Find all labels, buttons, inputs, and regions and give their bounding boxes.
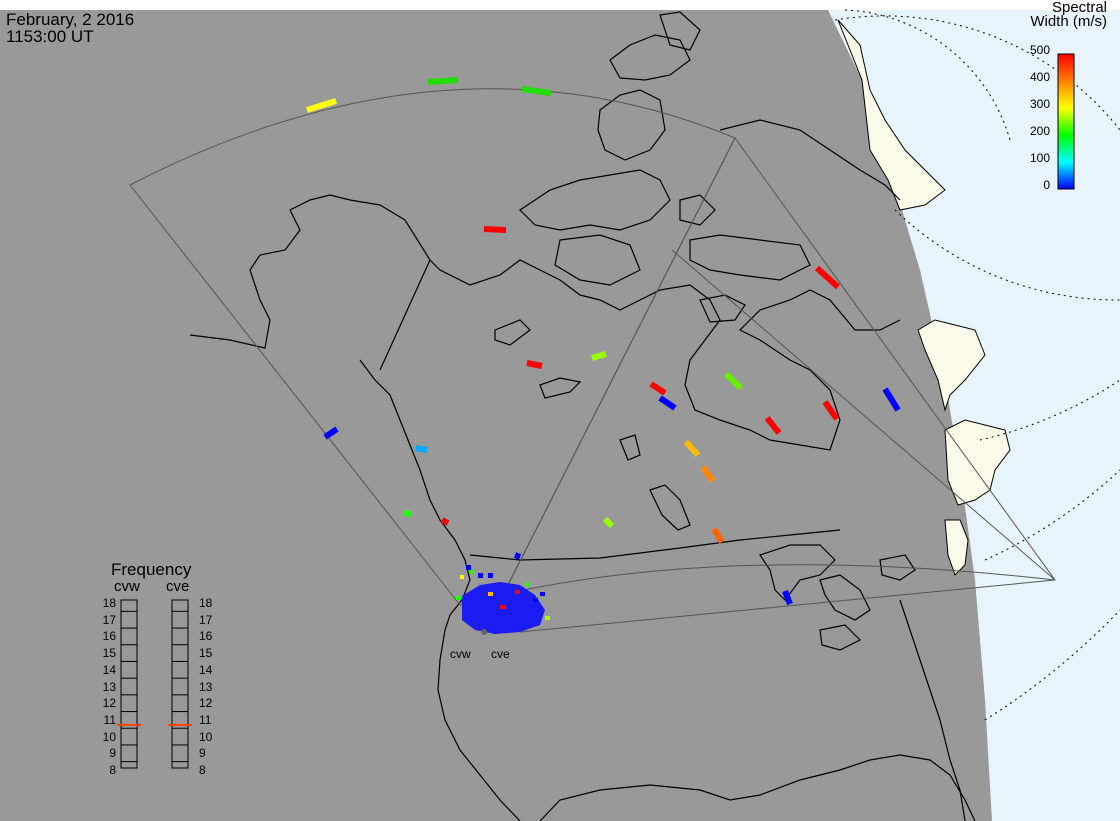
frequency-tick-right: 10 [199, 729, 213, 744]
frequency-tick-right: 16 [199, 629, 213, 644]
frequency-radar-code-cve: cve [166, 578, 190, 595]
colorbar-tick: 300 [1029, 97, 1050, 111]
daylight-land-maritimes [944, 519, 969, 576]
frequency-scales [120, 599, 189, 769]
frequency-tick-left: 16 [102, 629, 116, 644]
frequency-tick-left: 11 [103, 712, 116, 727]
night-region [0, 10, 992, 821]
frequency-tick-right: 13 [199, 679, 213, 694]
frequency-tick-left: 14 [102, 662, 116, 677]
frequency-tick-right: 17 [199, 612, 213, 627]
colorbar-gradient [1057, 53, 1075, 190]
frequency-tick-left: 17 [102, 612, 116, 627]
daylight-land-newfoundland [944, 419, 1011, 506]
frequency-tick-right: 18 [199, 596, 213, 610]
colorbar-title-line2: Width (m/s) [1030, 13, 1107, 30]
frequency-tick-right: 11 [199, 712, 212, 727]
frequency-tick-left: 8 [109, 763, 116, 777]
colorbar-tick: 0 [1043, 178, 1050, 192]
near-range-echoes [456, 565, 550, 635]
frequency-tick-left: 9 [109, 746, 116, 761]
frequency-tick-right: 9 [199, 746, 206, 761]
frequency-tick-right: 14 [199, 662, 213, 677]
colorbar-tick: 500 [1029, 43, 1050, 57]
coastlines [189, 11, 976, 821]
colorbar-tick: 200 [1029, 124, 1050, 138]
latitude-circles [834, 9, 1120, 721]
frequency-title: Frequency [111, 560, 192, 579]
colorbar-tick: 400 [1029, 70, 1050, 84]
frequency-radar-code-cvw: cvw [114, 578, 140, 595]
top-strip [0, 0, 1120, 10]
frequency-tick-left: 15 [102, 646, 116, 661]
frequency-tick-left: 12 [102, 696, 116, 711]
daylight-land-greenland [837, 19, 946, 211]
radar-fov [129, 88, 1056, 633]
colorbar-title-line1: Spectral [1051, 0, 1107, 16]
frequency-tick-right: 8 [199, 763, 206, 777]
radar-site-cvw: cvw [450, 647, 471, 661]
date-label: February, 2 2016 [6, 10, 135, 29]
time-label: 1153:00 UT [6, 27, 94, 46]
frequency-tick-left: 10 [102, 729, 116, 744]
frequency-tick-left: 13 [102, 679, 116, 694]
echo-marks [306, 77, 901, 606]
radar-site-cve: cve [491, 647, 510, 661]
daylight-land-labrador [917, 319, 986, 412]
frequency-tick-left: 18 [102, 596, 116, 610]
colorbar-tick: 100 [1029, 151, 1050, 165]
frequency-tick-right: 12 [199, 696, 213, 711]
frequency-tick-right: 15 [199, 646, 213, 661]
